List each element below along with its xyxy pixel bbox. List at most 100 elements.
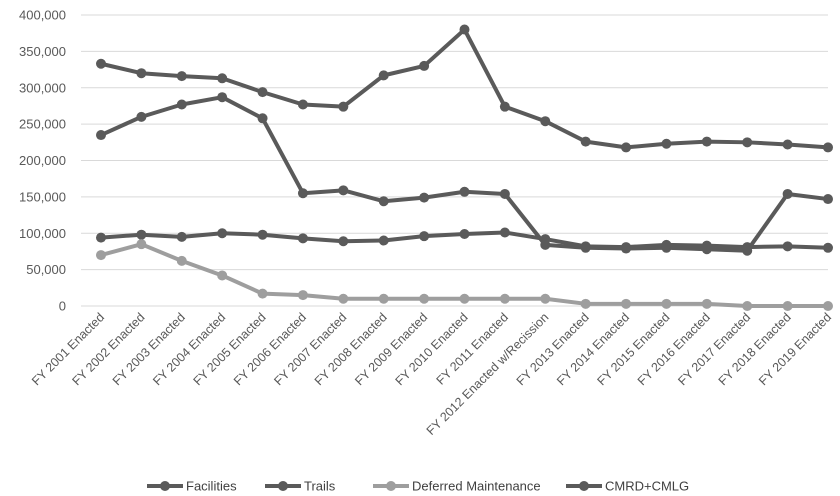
data-point	[96, 130, 106, 141]
y-tick-label: 50,000	[26, 262, 66, 277]
data-point	[96, 250, 106, 261]
legend-marker	[386, 481, 396, 491]
data-point	[419, 293, 430, 304]
x-tick-label: FY 2003 Enacted	[110, 310, 188, 388]
data-point	[459, 24, 470, 35]
x-tick-label: FY 2016 Enacted	[635, 310, 713, 388]
data-point	[701, 298, 712, 309]
legend-label: Deferred Maintenance	[412, 479, 541, 494]
series-cmrd-cmlg	[96, 24, 833, 153]
data-point	[297, 233, 308, 244]
x-tick-label: FY 2002 Enacted	[69, 310, 147, 388]
gridlines	[81, 14, 828, 307]
data-point	[742, 137, 753, 148]
x-tick-label: FY 2019 Enacted	[756, 310, 834, 388]
data-point	[782, 188, 793, 199]
legend-item: CMRD+CMLG	[566, 479, 689, 494]
data-point	[257, 288, 268, 299]
data-point	[459, 228, 470, 239]
data-point	[297, 188, 308, 199]
data-point	[378, 235, 389, 246]
data-point	[176, 231, 187, 242]
data-point	[217, 92, 228, 103]
legend-marker	[160, 481, 170, 491]
data-point	[540, 116, 551, 127]
data-point	[96, 58, 106, 69]
data-point	[338, 185, 349, 196]
legend-label: Trails	[304, 479, 336, 494]
data-point	[540, 234, 551, 245]
data-point	[701, 136, 712, 147]
data-point	[742, 242, 753, 253]
data-point	[96, 232, 106, 243]
legend-item: Facilities	[147, 479, 237, 494]
data-point	[499, 227, 510, 238]
data-point	[823, 142, 833, 153]
y-tick-label: 250,000	[19, 117, 66, 132]
y-axis: 0 50,000 100,000 150,000 200,000 250,000 300,0…	[19, 8, 66, 314]
data-point	[459, 186, 470, 197]
x-tick-label: FY 2010 Enacted	[393, 310, 471, 388]
data-point	[378, 196, 389, 207]
data-point	[419, 231, 430, 242]
series-group	[96, 24, 833, 311]
x-tick-label: FY 2018 Enacted	[716, 310, 794, 388]
y-tick-label: 0	[59, 299, 66, 314]
data-point	[297, 290, 308, 301]
x-tick-label: FY 2011 Enacted	[434, 310, 511, 387]
data-point	[823, 301, 833, 311]
x-tick-label: FY 2004 Enacted	[150, 310, 228, 388]
data-point	[297, 99, 308, 110]
y-tick-label: 100,000	[19, 226, 66, 241]
y-tick-label: 200,000	[19, 153, 66, 168]
data-point	[621, 298, 632, 309]
data-point	[378, 70, 389, 81]
data-point	[176, 255, 187, 266]
data-point	[782, 139, 793, 150]
data-point	[378, 293, 389, 304]
y-tick-label: 150,000	[19, 189, 66, 204]
data-point	[419, 192, 430, 203]
x-tick-label: FY 2007 Enacted	[271, 310, 349, 388]
data-point	[257, 87, 268, 98]
data-point	[823, 242, 833, 253]
y-tick-label: 300,000	[19, 80, 66, 95]
data-point	[136, 229, 147, 240]
data-point	[782, 301, 793, 311]
data-point	[499, 101, 510, 112]
x-tick-label: FY 2001 Enacted	[29, 310, 107, 388]
data-point	[782, 241, 793, 252]
data-point	[580, 136, 591, 147]
data-point	[580, 298, 591, 309]
legend-marker	[579, 481, 589, 491]
legend-item: Deferred Maintenance	[373, 479, 541, 494]
data-point	[257, 229, 268, 240]
x-tick-label: FY 2017 Enacted	[675, 310, 753, 388]
legend-item: Trails	[265, 479, 336, 494]
x-tick-label: FY 2015 Enacted	[595, 310, 673, 388]
data-point	[742, 301, 753, 311]
data-point	[338, 293, 349, 304]
x-tick-label: FY 2013 Enacted	[514, 310, 592, 388]
legend: Facilities Trails Deferred Maintenance CMRD…	[147, 479, 689, 494]
data-point	[217, 228, 228, 239]
data-point	[136, 68, 147, 79]
x-tick-label: FY 2006 Enacted	[231, 310, 309, 388]
data-point	[701, 240, 712, 251]
data-point	[499, 188, 510, 199]
legend-label: CMRD+CMLG	[605, 479, 689, 494]
x-tick-label: FY 2014 Enacted	[554, 310, 632, 388]
x-tick-label: FY 2008 Enacted	[312, 310, 390, 388]
data-point	[823, 194, 833, 205]
data-point	[176, 71, 187, 82]
legend-label: Facilities	[186, 479, 237, 494]
data-point	[540, 293, 551, 304]
series-line	[99, 27, 830, 150]
data-point	[419, 60, 430, 71]
x-tick-label: FY 2005 Enacted	[191, 310, 269, 388]
data-point	[661, 138, 672, 149]
data-point	[661, 239, 672, 250]
x-tick-label: FY 2009 Enacted	[352, 310, 430, 388]
